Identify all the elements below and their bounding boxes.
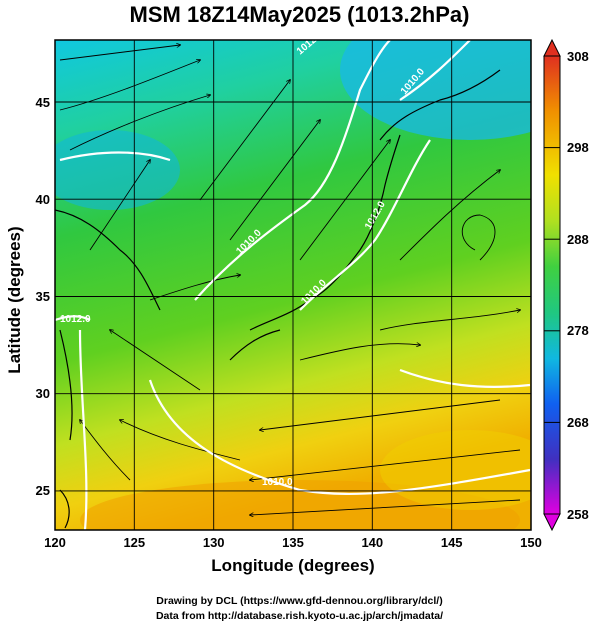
isobar-contours [55, 40, 531, 530]
colorbar-top-arrow [543, 38, 561, 57]
colorbar-tick-label: 308 [567, 49, 589, 64]
colorbar-tick-label: 258 [567, 507, 589, 522]
y-tick-label: 40 [36, 192, 50, 207]
y-tick-label: 25 [36, 483, 50, 498]
x-tick-label: 135 [282, 535, 304, 550]
x-tick-label: 120 [44, 535, 66, 550]
y-tick-label: 30 [36, 386, 50, 401]
plot-frame [54, 39, 532, 531]
colorbar-body [543, 55, 561, 515]
coastlines [55, 69, 501, 529]
colorbar-bottom-arrow [543, 513, 561, 532]
y-axis: 25 30 35 40 45 [36, 95, 50, 498]
x-tick-label: 125 [123, 535, 145, 550]
colorbar-tick-label: 268 [567, 415, 589, 430]
x-tick-label: 145 [441, 535, 463, 550]
colorbar-tick-label: 288 [567, 232, 589, 247]
colorbar: 308 298 288 278 268 258 [543, 38, 589, 532]
wind-streamlines [59, 45, 520, 515]
x-axis: 120 125 130 135 140 145 150 [44, 535, 542, 550]
y-axis-label: Latitude (degrees) [5, 226, 24, 374]
grid-lines [55, 40, 531, 530]
x-tick-label: 130 [203, 535, 225, 550]
x-axis-label: Longitude (degrees) [211, 556, 375, 575]
y-tick-label: 35 [36, 289, 50, 304]
chart-title: MSM 18Z14May2025 (1013.2hPa) [129, 2, 470, 27]
contour-label: 1010.0 [262, 477, 293, 488]
credit-drawing: Drawing by DCL (https://www.gfd-dennou.o… [156, 595, 443, 607]
credit-data: Data from http://database.rish.kyoto-u.a… [155, 610, 444, 622]
y-tick-label: 45 [36, 95, 50, 110]
x-tick-label: 140 [361, 535, 383, 550]
colorbar-tick-label: 298 [567, 140, 589, 155]
colorbar-tick-label: 278 [567, 323, 589, 338]
contour-label: 1012.0 [60, 314, 91, 325]
x-tick-label: 150 [520, 535, 542, 550]
